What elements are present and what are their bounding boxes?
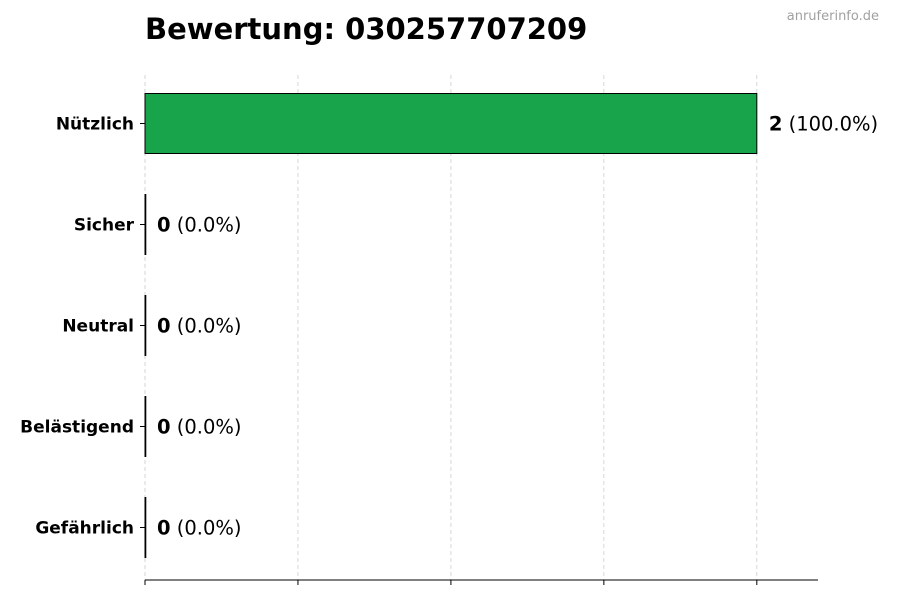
data-label: 0 (0.0%)	[157, 214, 242, 237]
category-label: Gefährlich	[35, 519, 134, 539]
bar-1	[144, 194, 147, 255]
category-label: Belästigend	[20, 418, 134, 438]
data-label: 0 (0.0%)	[157, 517, 242, 540]
data-label-count: 0	[157, 517, 171, 540]
data-label-percent: (0.0%)	[171, 315, 242, 338]
data-label-percent: (0.0%)	[171, 416, 242, 439]
bar-3	[144, 396, 147, 457]
watermark: anruferinfo.de	[786, 9, 879, 24]
category-label: Nützlich	[56, 115, 134, 135]
data-label-count: 0	[157, 214, 171, 237]
data-label-percent: (0.0%)	[171, 214, 242, 237]
data-label-percent: (0.0%)	[171, 517, 242, 540]
category-label: Sicher	[74, 216, 135, 236]
data-label-count: 2	[769, 113, 783, 136]
data-label: 0 (0.0%)	[157, 416, 242, 439]
data-label-percent: (100.0%)	[782, 113, 878, 136]
data-label-count: 0	[157, 315, 171, 338]
bar-2	[144, 295, 147, 356]
data-label: 0 (0.0%)	[157, 315, 242, 338]
chart-title: Bewertung: 030257707209	[145, 12, 588, 46]
bar-4	[144, 497, 147, 558]
data-label: 2 (100.0%)	[769, 113, 878, 136]
data-label-count: 0	[157, 416, 171, 439]
category-label: Neutral	[62, 317, 134, 337]
bar-0	[144, 93, 758, 154]
